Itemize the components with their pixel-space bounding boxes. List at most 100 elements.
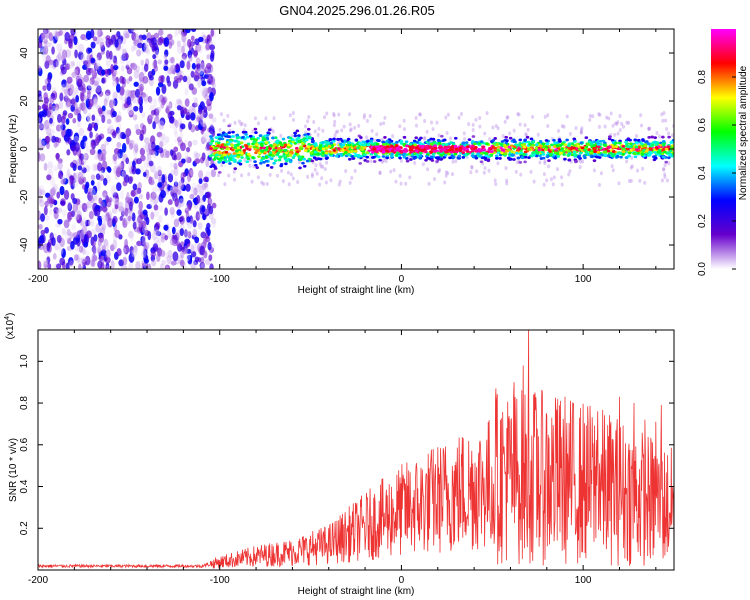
heatmap-cell <box>74 141 80 152</box>
heatmap-cell <box>105 212 110 219</box>
heatmap-cell <box>115 126 120 134</box>
heatmap-cell <box>72 118 77 124</box>
heatmap-cell <box>625 159 629 164</box>
heatmap-cell <box>57 160 63 170</box>
snr-ytick-label: 0.6 <box>19 437 30 451</box>
heatmap-cell <box>268 153 272 157</box>
heatmap-cell <box>135 168 141 175</box>
heatmap-cell <box>205 158 210 168</box>
heatmap-cell <box>272 148 276 152</box>
heatmap-cell <box>662 140 666 143</box>
heatmap-cell <box>102 190 108 198</box>
heatmap-cell <box>268 147 272 150</box>
heatmap-cell <box>40 33 46 39</box>
heatmap-cell <box>59 92 64 102</box>
heatmap-cell <box>44 215 50 221</box>
heatmap-cell <box>402 118 406 123</box>
heatmap-cell <box>375 150 379 154</box>
spectrogram-xtick-label: 100 <box>575 274 592 285</box>
heatmap-cell <box>78 152 83 163</box>
heatmap-cell <box>488 137 492 142</box>
heatmap-cell <box>597 182 601 187</box>
heatmap-cell <box>271 129 275 134</box>
heatmap-cell <box>232 152 237 156</box>
heatmap-cell <box>68 257 74 266</box>
heatmap-cell <box>520 143 525 147</box>
heatmap-cell <box>332 111 336 116</box>
heatmap-cell <box>325 111 329 116</box>
heatmap-cell <box>110 244 115 252</box>
heatmap-cell <box>116 141 122 149</box>
heatmap-cell <box>38 224 43 230</box>
heatmap-cell <box>161 174 166 184</box>
heatmap-cell <box>614 121 618 126</box>
heatmap-cell <box>489 153 494 157</box>
heatmap-cell <box>103 215 108 225</box>
heatmap-cell <box>514 169 518 174</box>
heatmap-cell <box>454 159 458 164</box>
heatmap-cell <box>451 172 455 177</box>
heatmap-cell <box>43 206 48 216</box>
heatmap-cell <box>95 76 101 84</box>
heatmap-cell <box>72 203 79 213</box>
spectrogram-ytick-label: -20 <box>19 189 30 204</box>
heatmap-cell <box>589 142 594 146</box>
heatmap-cell <box>332 149 337 152</box>
heatmap-cell <box>58 100 64 110</box>
heatmap-cell <box>93 234 98 242</box>
heatmap-cell <box>120 160 125 171</box>
heatmap-cell <box>465 150 470 153</box>
heatmap-cell <box>163 37 170 47</box>
heatmap-cell <box>61 227 66 236</box>
heatmap-cell <box>84 255 91 266</box>
heatmap-cell <box>190 112 196 121</box>
heatmap-cell <box>617 181 621 186</box>
heatmap-cell <box>127 176 133 184</box>
heatmap-cell <box>153 204 159 211</box>
heatmap-cell <box>512 158 516 161</box>
heatmap-cell <box>42 258 49 265</box>
heatmap-cell <box>667 161 671 166</box>
heatmap-cell <box>549 177 553 182</box>
heatmap-cell <box>153 42 158 51</box>
heatmap-cell <box>362 115 366 120</box>
heatmap-cell <box>510 150 514 154</box>
heatmap-cell <box>75 95 80 103</box>
heatmap-cell <box>413 143 417 147</box>
heatmap-cell <box>134 124 139 131</box>
heatmap-cell <box>143 265 148 269</box>
heatmap-cell <box>173 162 178 170</box>
heatmap-cell <box>353 125 357 130</box>
heatmap-cell <box>200 256 205 264</box>
heatmap-cell <box>81 217 87 227</box>
heatmap-cell <box>64 88 69 96</box>
heatmap-cell <box>90 221 95 228</box>
heatmap-cell <box>437 169 441 174</box>
heatmap-cell <box>150 251 157 258</box>
heatmap-cell <box>186 75 191 86</box>
heatmap-cell <box>518 161 523 164</box>
heatmap-cell <box>510 153 514 157</box>
heatmap-cell <box>221 161 226 164</box>
heatmap-cell <box>298 158 303 161</box>
heatmap-cell <box>206 203 211 211</box>
heatmap-cell <box>224 150 229 154</box>
heatmap-cell <box>457 154 462 158</box>
heatmap-cell <box>505 115 509 120</box>
heatmap-cell <box>418 156 423 160</box>
heatmap-cell <box>532 153 536 157</box>
heatmap-cell <box>545 142 550 146</box>
heatmap-cell <box>340 128 344 133</box>
heatmap-cell <box>156 131 163 138</box>
heatmap-cell <box>597 145 601 149</box>
heatmap-cell <box>512 140 516 143</box>
heatmap-cell <box>210 137 214 141</box>
heatmap-cell <box>130 92 135 102</box>
heatmap-cell <box>95 132 100 143</box>
heatmap-cell <box>165 265 170 269</box>
heatmap-cell <box>193 260 199 266</box>
heatmap-cell <box>139 86 144 96</box>
heatmap-cell <box>51 46 55 55</box>
heatmap-cell <box>240 151 244 155</box>
